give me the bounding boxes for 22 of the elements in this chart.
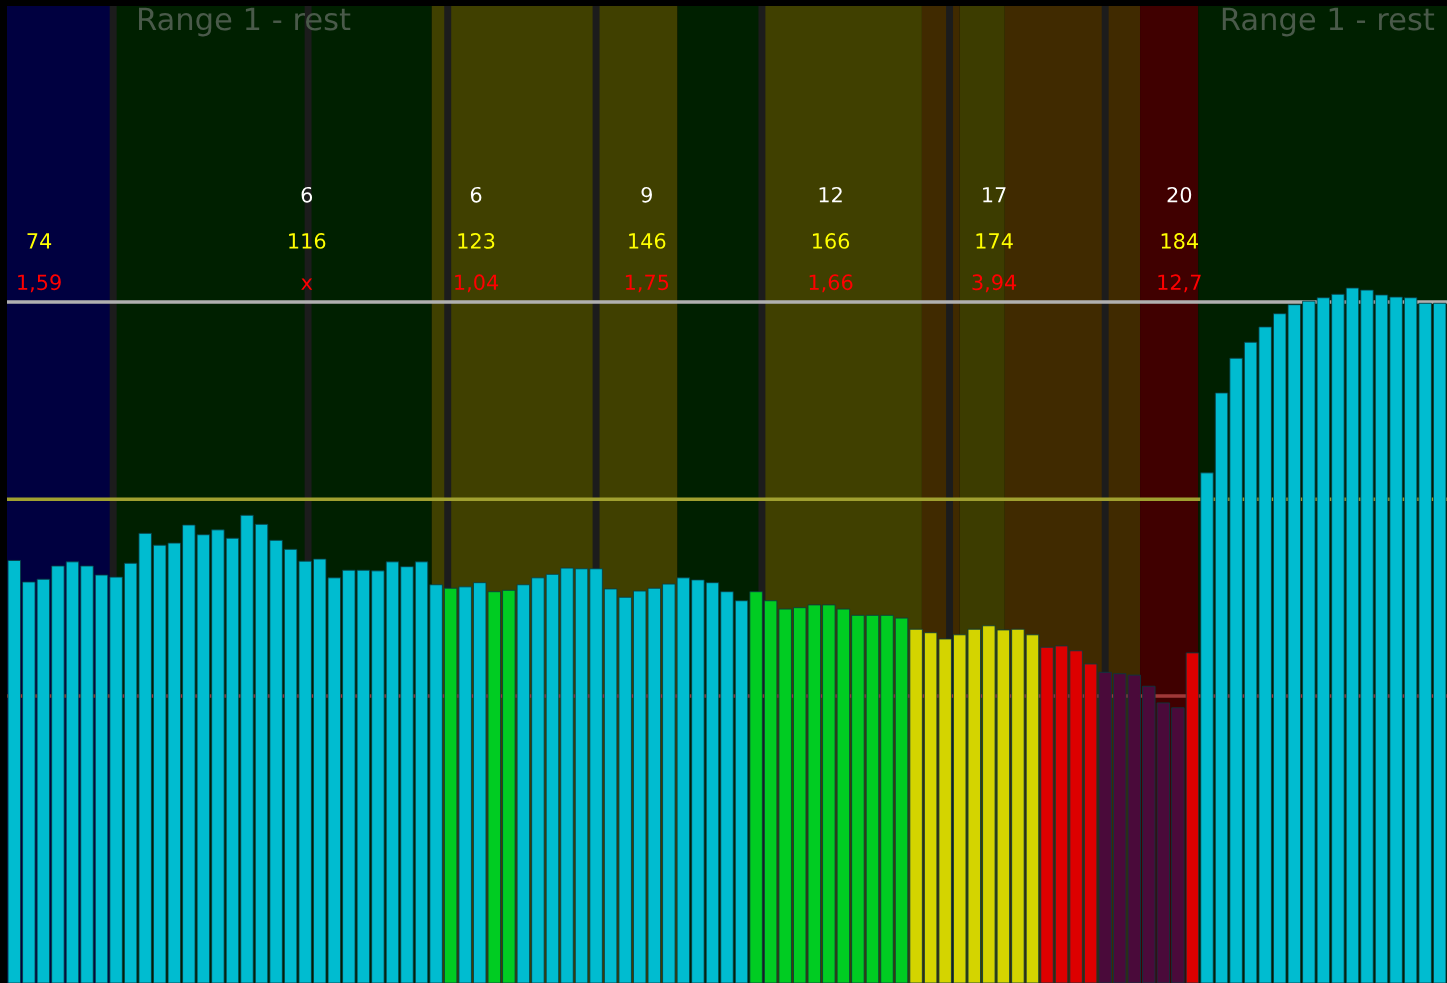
annotation: 1,75 bbox=[625, 274, 669, 293]
text: 116 bbox=[289, 233, 326, 249]
annotation: 1,59 bbox=[18, 274, 61, 293]
annotation: x bbox=[301, 278, 313, 290]
text: 166 bbox=[812, 233, 850, 249]
text: 123 bbox=[458, 233, 495, 249]
annotation: 1,66 bbox=[809, 274, 853, 293]
text: 6 bbox=[470, 186, 482, 203]
text: 20 bbox=[1167, 186, 1192, 203]
text: Range 1 - rest bbox=[1222, 7, 1435, 37]
text: 17 bbox=[983, 187, 1006, 203]
annotation: 12,7 bbox=[1158, 274, 1201, 293]
annotation: 3,94 bbox=[972, 274, 1017, 293]
text: 9 bbox=[641, 186, 652, 203]
text: 12 bbox=[819, 186, 842, 203]
annotation: 1,04 bbox=[455, 274, 499, 293]
text: 174 bbox=[976, 233, 1013, 249]
text: 184 bbox=[1161, 233, 1199, 249]
text: 6 bbox=[301, 186, 313, 203]
text: 74 bbox=[27, 233, 52, 249]
text: Range 1 - rest bbox=[139, 7, 351, 37]
text: 146 bbox=[629, 233, 666, 249]
